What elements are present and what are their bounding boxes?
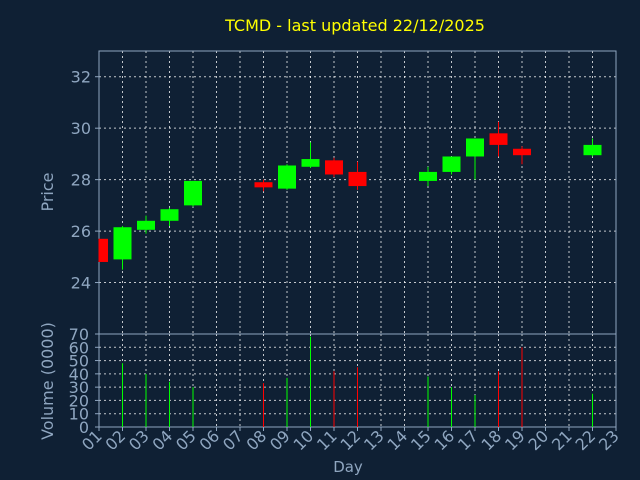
price-axis-label: Price (38, 172, 57, 211)
candle (113, 225, 132, 270)
volume-y-tick-label: 10 (69, 405, 89, 424)
volume-y-tick-label: 50 (69, 352, 89, 371)
candle-body (419, 171, 437, 181)
price-y-tick-label: 24 (71, 274, 91, 293)
price-y-ticks: 24 26 28 30 32 (71, 68, 99, 293)
candle-body (137, 220, 155, 230)
volume-y-tick-label: 30 (69, 378, 89, 397)
chart-title: TCMD - last updated 22/12/2025 (224, 16, 485, 35)
candle-body (99, 238, 108, 262)
candle (419, 166, 437, 187)
candles (98, 121, 602, 270)
candle-body (583, 144, 602, 156)
candle (160, 207, 179, 226)
volume-y-tick-label: 70 (69, 325, 89, 344)
candle-body (489, 133, 508, 145)
candle-body (513, 148, 531, 156)
candle (489, 121, 508, 157)
candle-body (325, 160, 343, 175)
volume-y-tick-label: 0 (79, 418, 89, 437)
candle (513, 146, 531, 165)
x-tick-label: 23 (595, 426, 623, 454)
candle-body (160, 209, 179, 221)
candle-body (442, 156, 461, 172)
candle (325, 157, 343, 178)
price-y-tick-label: 26 (71, 222, 91, 241)
candle-body (301, 159, 320, 167)
candle-body (254, 182, 273, 188)
candle (98, 238, 108, 262)
volume-y-tick-label: 40 (69, 365, 89, 384)
candle (348, 161, 367, 190)
volume-bars (122, 336, 593, 427)
volume-y-tick-label: 20 (69, 391, 89, 410)
candle (442, 156, 461, 175)
candle (301, 142, 320, 169)
x-ticks: 0102030405060708091011121314151617181920… (78, 426, 623, 454)
volume-axis-label: Volume (0000) (38, 322, 57, 440)
x-axis-label: Day (333, 458, 363, 476)
candle-body (348, 171, 367, 187)
candle (254, 179, 273, 192)
price-y-tick-label: 28 (71, 171, 91, 190)
candle (466, 138, 484, 180)
candle-body (113, 227, 132, 260)
candle-body (184, 180, 202, 206)
candle (278, 164, 296, 190)
candle (583, 138, 602, 157)
candle-body (278, 165, 296, 189)
price-grid (99, 51, 616, 334)
volume-y-tick-label: 60 (69, 338, 89, 357)
candle-body (466, 138, 484, 157)
candle (184, 180, 202, 207)
price-y-tick-label: 30 (71, 119, 91, 138)
candle (137, 215, 155, 234)
price-y-tick-label: 32 (71, 68, 91, 87)
